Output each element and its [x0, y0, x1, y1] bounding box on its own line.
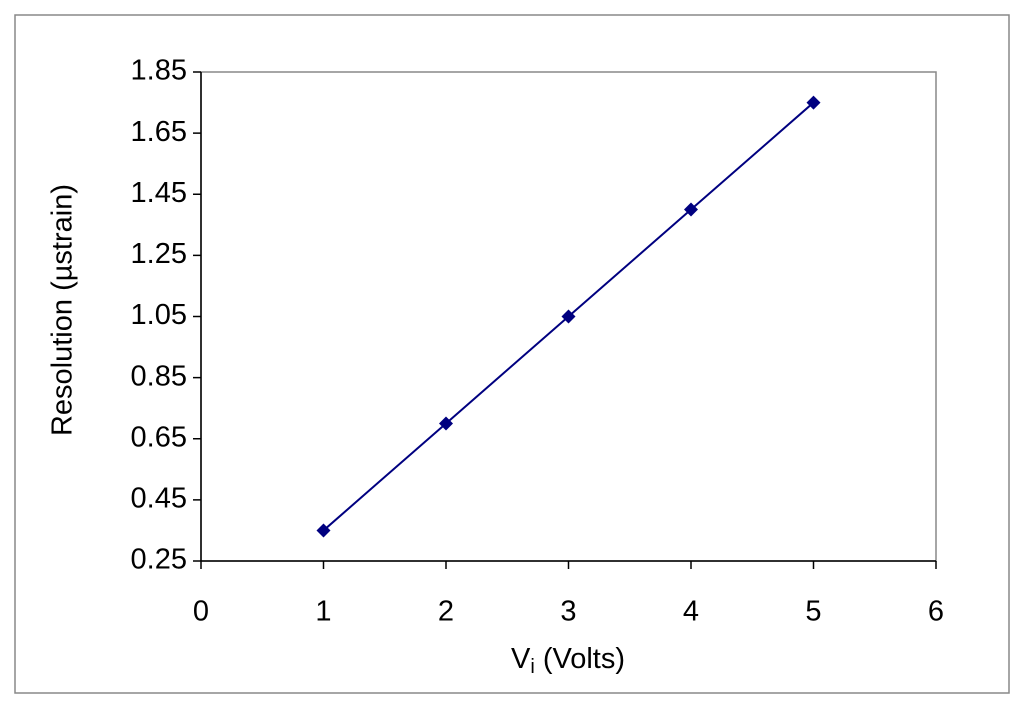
y-tick-label: 1.45 — [131, 177, 187, 209]
y-tick-label: 0.85 — [131, 360, 187, 392]
y-tick-label: 1.85 — [131, 55, 187, 87]
y-tick-label: 0.25 — [131, 544, 187, 576]
y-axis-label: Resolution (µstrain) — [47, 184, 79, 436]
x-label-part: V — [511, 643, 531, 675]
y-tick-label: 0.65 — [131, 421, 187, 453]
x-axis-label: Vi (Volts) — [511, 643, 625, 679]
x-tick-label: 5 — [805, 596, 821, 628]
x-tick-label: 2 — [438, 596, 454, 628]
y-tick-label: 1.65 — [131, 116, 187, 148]
y-tick-label: 1.25 — [131, 238, 187, 270]
data-point — [684, 202, 698, 217]
data-point — [806, 95, 821, 110]
y-tick-label: 1.05 — [131, 299, 187, 331]
chart-border — [14, 14, 1010, 694]
data-point — [561, 309, 576, 324]
x-tick-label: 3 — [560, 596, 576, 628]
data-point — [316, 523, 331, 538]
data-point — [439, 416, 453, 431]
x-tick-label: 0 — [193, 596, 209, 628]
x-label-part: (Volts) — [535, 643, 625, 675]
x-label-subscript: i — [530, 656, 534, 678]
x-tick-label: 1 — [315, 596, 331, 628]
x-tick-label: 4 — [683, 596, 699, 628]
y-tick-label: 0.45 — [131, 483, 187, 515]
x-tick-label: 6 — [928, 596, 944, 628]
